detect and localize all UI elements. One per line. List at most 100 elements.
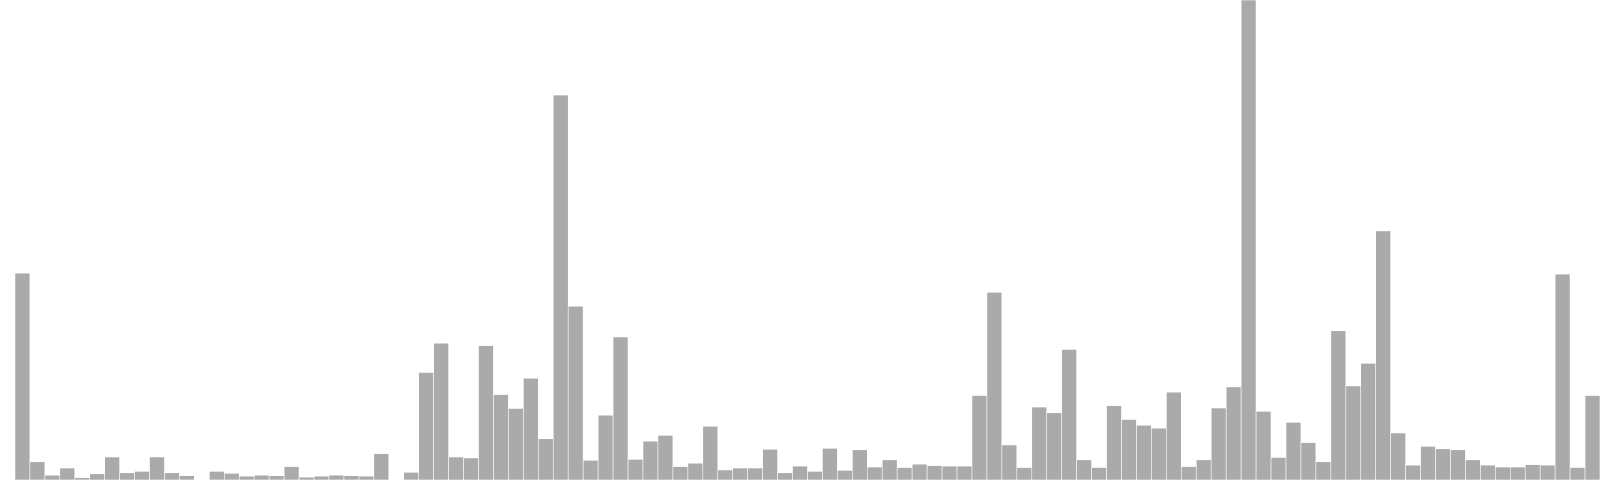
bar bbox=[732, 467, 748, 480]
bar bbox=[373, 453, 390, 480]
bar bbox=[1166, 391, 1182, 480]
bar bbox=[1255, 411, 1272, 480]
bar bbox=[1151, 427, 1167, 480]
bar bbox=[1495, 466, 1511, 480]
bar bbox=[463, 457, 479, 480]
bar bbox=[1225, 386, 1242, 480]
bar bbox=[1300, 442, 1317, 480]
bar bbox=[179, 475, 195, 480]
bar bbox=[1076, 459, 1092, 480]
bar bbox=[418, 372, 434, 480]
bar bbox=[1091, 467, 1107, 480]
bar bbox=[1330, 330, 1347, 480]
bar bbox=[1465, 459, 1481, 480]
bar bbox=[1405, 464, 1421, 480]
bar bbox=[283, 466, 300, 480]
bar bbox=[567, 305, 584, 480]
bar bbox=[792, 465, 808, 480]
bar bbox=[896, 467, 913, 480]
bar bbox=[1450, 449, 1466, 480]
bar bbox=[777, 472, 793, 480]
bar bbox=[134, 471, 150, 480]
bar bbox=[1181, 466, 1197, 480]
bar bbox=[642, 440, 659, 480]
bar bbox=[1420, 446, 1436, 480]
bar bbox=[762, 448, 778, 480]
bar bbox=[1480, 464, 1496, 480]
bar bbox=[433, 342, 449, 480]
bar bbox=[29, 461, 46, 480]
bar bbox=[1554, 273, 1571, 480]
bar bbox=[986, 292, 1003, 480]
bar bbox=[238, 475, 255, 480]
bar bbox=[149, 456, 165, 480]
bar bbox=[1360, 363, 1376, 480]
bar bbox=[1210, 407, 1227, 480]
bar bbox=[1345, 385, 1362, 480]
bar bbox=[597, 414, 614, 480]
bar bbox=[1031, 406, 1048, 480]
bar bbox=[1061, 349, 1077, 480]
bar bbox=[1106, 405, 1122, 480]
bar bbox=[14, 272, 31, 480]
bar bbox=[926, 465, 943, 480]
bar bbox=[657, 435, 674, 480]
bar bbox=[627, 459, 644, 480]
bar bbox=[552, 94, 569, 480]
bar bbox=[941, 465, 958, 480]
bar bbox=[59, 467, 76, 480]
bar bbox=[89, 473, 105, 480]
bar bbox=[1524, 464, 1541, 480]
bar bbox=[702, 425, 719, 480]
bar bbox=[1016, 467, 1033, 480]
bar bbox=[104, 456, 120, 480]
bar bbox=[523, 377, 539, 480]
bar bbox=[268, 475, 285, 480]
bar bbox=[1121, 419, 1137, 480]
bar bbox=[612, 336, 629, 480]
bar bbox=[852, 449, 868, 480]
bar bbox=[807, 471, 823, 480]
bar bbox=[672, 466, 689, 480]
bar bbox=[343, 475, 360, 480]
bar bbox=[508, 408, 524, 480]
bar bbox=[1509, 466, 1526, 480]
bar bbox=[956, 465, 973, 480]
bar bbox=[253, 474, 270, 480]
bar-series bbox=[14, 0, 1600, 480]
bar bbox=[209, 471, 225, 480]
bar bbox=[538, 438, 554, 480]
bar bbox=[119, 472, 135, 480]
bar bbox=[837, 470, 853, 480]
bar bbox=[1270, 457, 1287, 480]
bar bbox=[1539, 464, 1556, 480]
bar bbox=[493, 394, 509, 480]
bar bbox=[224, 472, 240, 480]
bar bbox=[822, 448, 838, 480]
bar bbox=[1315, 461, 1332, 480]
bar bbox=[478, 345, 494, 480]
bar bbox=[1195, 459, 1212, 480]
bar bbox=[1046, 412, 1062, 480]
bar bbox=[866, 466, 883, 480]
bar bbox=[403, 472, 419, 480]
bar bbox=[881, 459, 898, 480]
bar bbox=[1584, 395, 1600, 480]
bar bbox=[1435, 448, 1451, 480]
bar bbox=[971, 395, 988, 480]
bar bbox=[44, 474, 61, 480]
bar bbox=[1375, 230, 1391, 480]
bar bbox=[687, 462, 704, 480]
bar bbox=[1001, 444, 1018, 480]
bar bbox=[164, 472, 180, 480]
bar bbox=[1569, 467, 1586, 480]
bar bbox=[448, 456, 464, 480]
bar bbox=[911, 463, 928, 480]
bar bbox=[1136, 424, 1152, 480]
bar bbox=[1240, 0, 1257, 480]
bar bbox=[313, 475, 330, 480]
bar bbox=[1285, 422, 1302, 480]
bar bbox=[1390, 432, 1406, 480]
